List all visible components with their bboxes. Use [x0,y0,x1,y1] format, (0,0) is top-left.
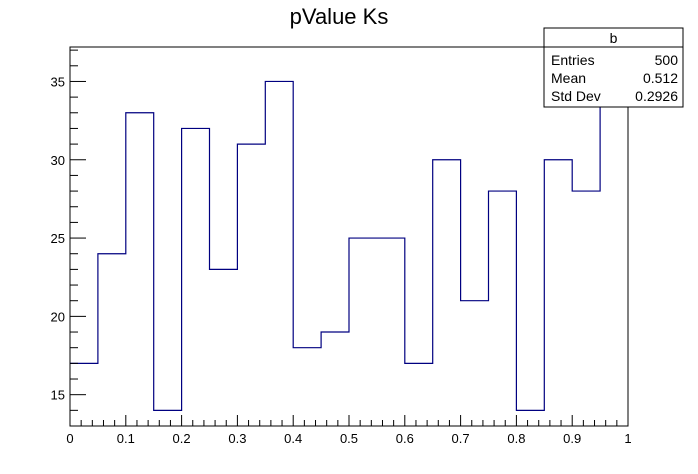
y-tick-label: 25 [51,231,65,246]
x-tick-label: 1 [624,431,631,446]
stats-box: b Entries 500 Mean 0.512 Std Dev 0.2926 [543,27,684,108]
y-tick-label: 20 [51,309,65,324]
x-tick-label: 0.2 [173,431,191,446]
stats-box-frame [543,27,684,108]
x-tick-label: 0.1 [117,431,135,446]
x-tick-label: 0.9 [563,431,581,446]
y-tick-label: 35 [51,74,65,89]
y-axis: 15 20 25 30 35 [51,49,86,427]
x-tick-label: 0.4 [284,431,302,446]
x-tick-label: 0 [66,431,73,446]
x-tick-label: 0.6 [396,431,414,446]
chart-title: pValue Ks [290,4,389,29]
stats-stddev-label: Std Dev [551,88,601,104]
stats-mean-value: 0.512 [643,70,678,86]
stats-box-name: b [610,30,618,46]
stats-entries-label: Entries [551,52,595,68]
stats-mean-label: Mean [551,70,586,86]
y-tick-label: 30 [51,153,65,168]
y-tick-label: 15 [51,388,65,403]
x-tick-label: 0.7 [452,431,470,446]
stats-stddev-value: 0.2926 [635,88,678,104]
x-tick-label: 0.8 [507,431,525,446]
x-axis: 0 0.1 0.2 0.3 0.4 0.5 0.6 0.7 0.8 0.9 1 [66,415,632,446]
stats-entries-value: 500 [655,52,679,68]
x-tick-label: 0.5 [340,431,358,446]
x-tick-label: 0.3 [228,431,246,446]
histogram-line [70,65,628,411]
